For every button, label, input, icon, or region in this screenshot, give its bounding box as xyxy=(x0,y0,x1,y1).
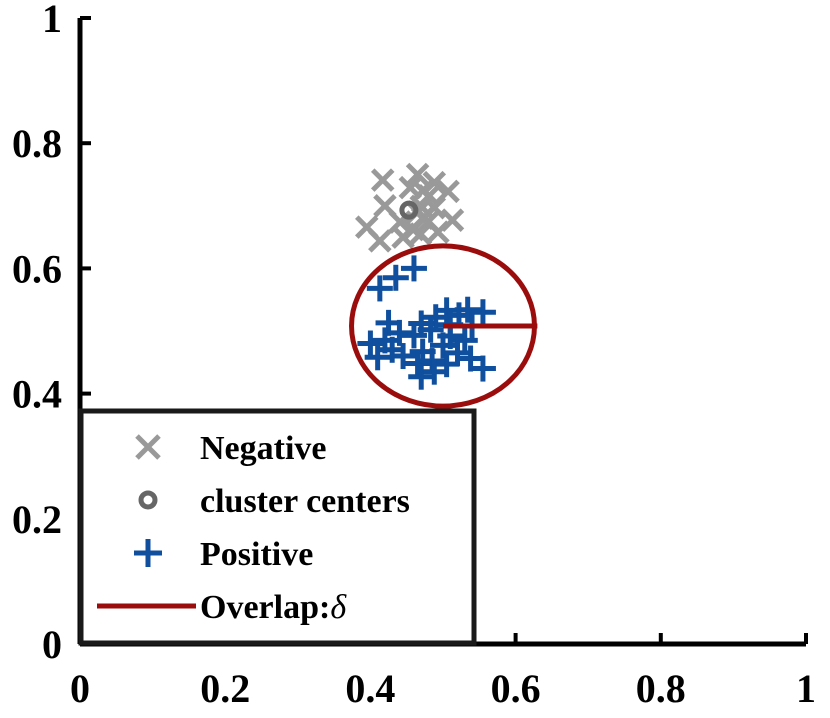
positive-point xyxy=(382,264,409,291)
data-marks xyxy=(349,162,538,409)
legend-label-overlap: Overlap:δ xyxy=(200,589,347,626)
legend-label-overlap-symbol: δ xyxy=(330,589,347,626)
positive-point xyxy=(422,304,449,331)
positive-point xyxy=(417,316,444,343)
negative-point xyxy=(368,229,392,253)
positive-point xyxy=(357,330,384,357)
positive-point xyxy=(408,363,435,390)
positive-point xyxy=(404,350,431,377)
y-tick-label: 0.2 xyxy=(12,497,62,542)
positive-point xyxy=(469,299,496,326)
negative-point xyxy=(405,162,430,187)
x-tick-label: 0.4 xyxy=(345,666,395,711)
legend-negative-icon xyxy=(135,434,161,460)
negative-point xyxy=(370,168,395,192)
legend-label-overlap-prefix: Overlap: xyxy=(200,589,330,626)
negative-point xyxy=(391,225,415,249)
x-tick-label: 0 xyxy=(70,666,90,711)
legend-label-cluster-centers: cluster centers xyxy=(200,483,410,520)
positive-point xyxy=(421,358,448,385)
y-tick-label: 0.4 xyxy=(12,372,62,417)
positive-point xyxy=(430,332,456,359)
x-tick-label: 0.6 xyxy=(491,666,541,711)
y-tick-label: 0 xyxy=(42,622,62,667)
positive-point xyxy=(400,255,427,282)
negative-point xyxy=(408,222,433,246)
legend-label-negative: Negative xyxy=(200,430,327,467)
positive-point xyxy=(469,355,496,382)
positive-point xyxy=(364,344,391,371)
legend-item-positive: Positive xyxy=(134,536,313,573)
cluster-center-point xyxy=(399,200,419,220)
x-tick-label: 0.2 xyxy=(200,666,250,711)
x-tick-label: 0.8 xyxy=(636,666,686,711)
legend-item-cluster-centers: cluster centers xyxy=(138,483,410,520)
legend-item-negative: Negative xyxy=(135,430,327,467)
y-tick-label: 0.6 xyxy=(12,246,62,291)
legend-positive-icon xyxy=(134,539,162,567)
legend: Negative cluster centers Positive Overla… xyxy=(78,408,477,646)
positive-point xyxy=(386,319,413,346)
positive-point xyxy=(366,275,393,302)
positive-point xyxy=(400,322,427,349)
legend-item-overlap: Overlap:δ xyxy=(97,589,347,626)
legend-label-positive: Positive xyxy=(200,536,313,573)
y-tick-label: 1 xyxy=(42,0,62,41)
y-tick-label: 0.8 xyxy=(12,121,62,166)
legend-cluster-center-icon xyxy=(138,490,158,510)
x-tick-label: 1 xyxy=(796,666,816,711)
positive-point xyxy=(390,343,417,370)
